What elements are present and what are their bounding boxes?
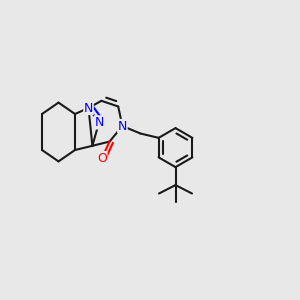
- Text: N: N: [118, 119, 127, 133]
- Text: N: N: [94, 116, 104, 129]
- Text: O: O: [97, 152, 107, 165]
- Text: N: N: [84, 101, 93, 115]
